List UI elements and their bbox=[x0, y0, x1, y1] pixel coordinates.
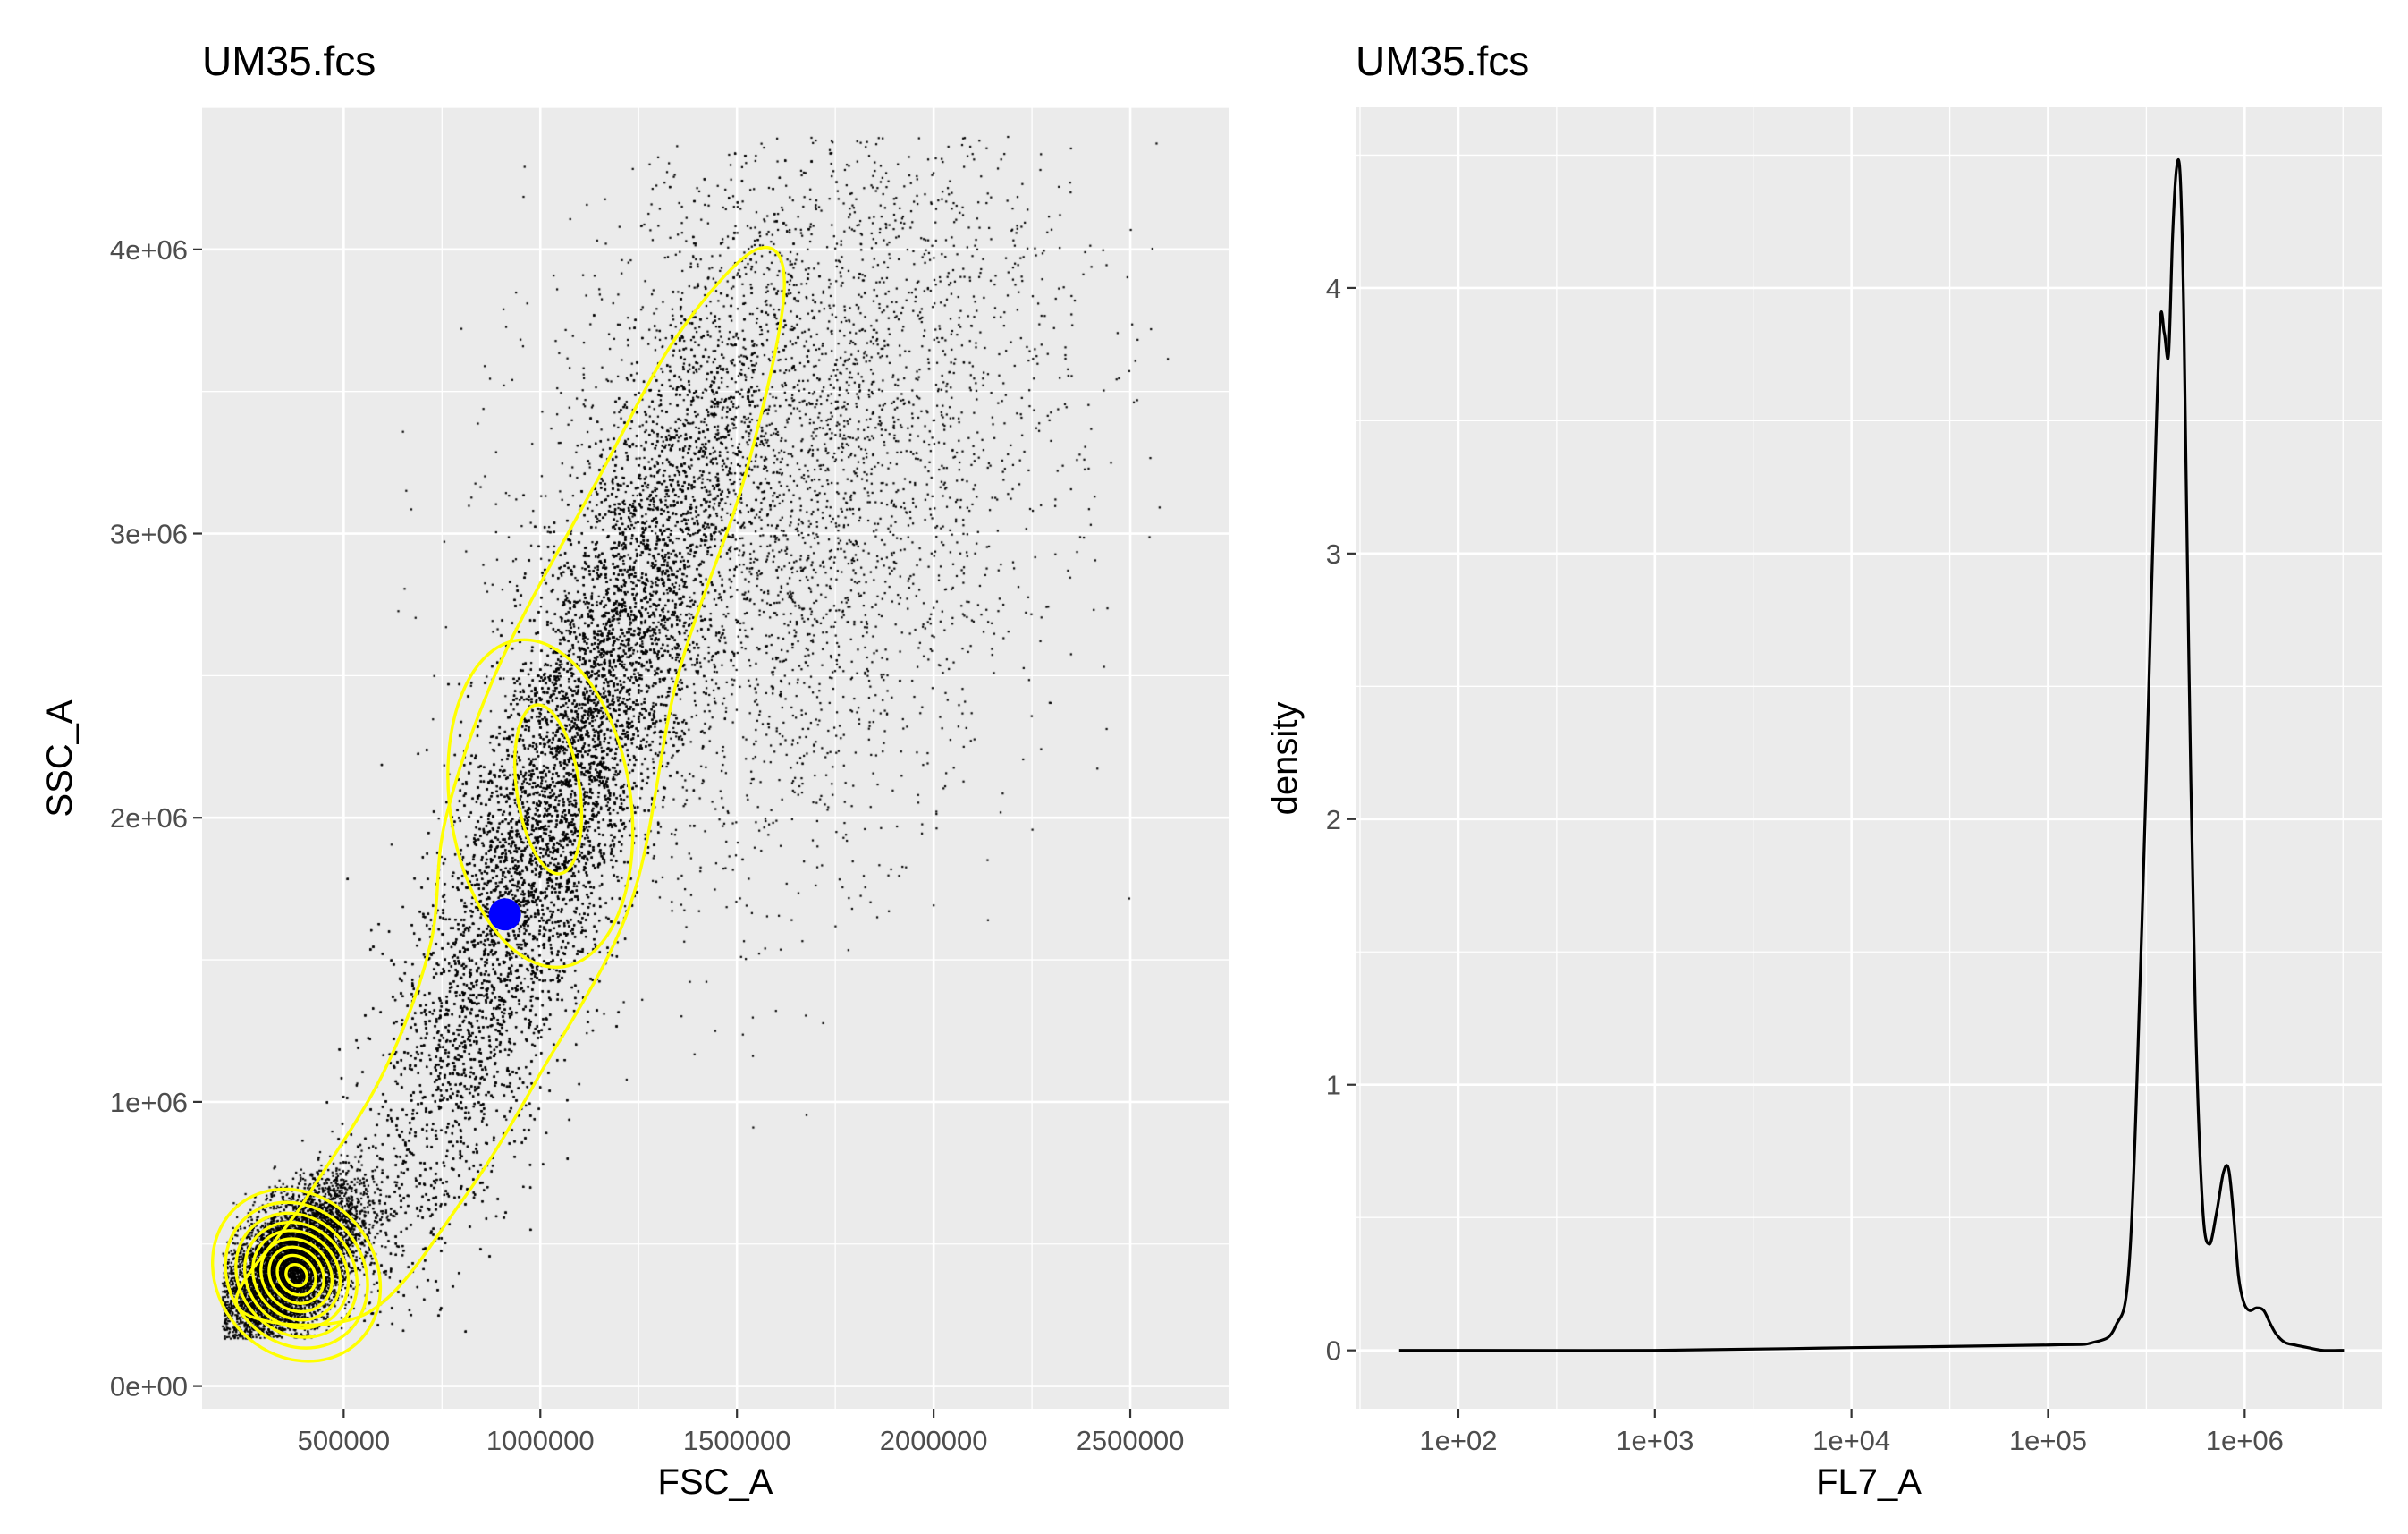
left-x-tick-label: 1000000 bbox=[486, 1425, 595, 1456]
right-y-axis-title: density bbox=[1265, 702, 1305, 816]
right-y-tick-label: 1 bbox=[1326, 1070, 1341, 1101]
contour-ring bbox=[251, 1229, 342, 1322]
density-curve bbox=[1398, 157, 2345, 1352]
left-x-ticks: 500000 1000000 1500000 2000000 2500000 bbox=[298, 1409, 1185, 1456]
right-x-tick-label: 1e+02 bbox=[1419, 1425, 1497, 1456]
left-x-tick-label: 2500000 bbox=[1077, 1425, 1185, 1456]
right-x-tick-label: 1e+04 bbox=[1812, 1425, 1890, 1456]
left-x-tick-label: 2000000 bbox=[880, 1425, 988, 1456]
left-x-tick-label: 1500000 bbox=[683, 1425, 791, 1456]
right-x-tick-label: 1e+03 bbox=[1616, 1425, 1694, 1456]
scatter-points-canvas bbox=[202, 107, 1229, 1409]
right-panel-title: UM35.fcs bbox=[1356, 38, 1529, 84]
right-x-axis-title: FL7_A bbox=[1816, 1462, 1922, 1502]
contour-ring bbox=[513, 703, 584, 876]
right-y-tick-label: 0 bbox=[1326, 1335, 1341, 1367]
left-scatter-layer bbox=[202, 107, 1229, 1409]
left-y-tick-label: 4e+06 bbox=[110, 234, 188, 266]
right-y-tick-label: 3 bbox=[1326, 538, 1341, 570]
contour-ring bbox=[446, 638, 635, 970]
right-y-ticks: 0 1 2 3 4 bbox=[1326, 273, 1356, 1367]
contour-ring bbox=[267, 1245, 325, 1305]
left-x-tick-label: 500000 bbox=[298, 1425, 390, 1456]
left-y-tick-label: 3e+06 bbox=[110, 519, 188, 550]
right-plot-background bbox=[1356, 107, 2382, 1409]
contour-ring bbox=[210, 1187, 383, 1363]
contour-ring bbox=[275, 1253, 317, 1297]
right-x-tick-label: 1e+06 bbox=[2206, 1425, 2284, 1456]
contour-ring bbox=[284, 1262, 308, 1288]
left-panel-title: UM35.fcs bbox=[202, 38, 376, 84]
left-y-ticks: 0e+00 1e+06 2e+06 3e+06 4e+06 bbox=[110, 234, 202, 1403]
highlight-point bbox=[488, 898, 521, 931]
contour-ring bbox=[242, 1220, 351, 1330]
left-y-tick-label: 1e+06 bbox=[110, 1087, 188, 1118]
right-x-tick-label: 1e+05 bbox=[2009, 1425, 2087, 1456]
right-gridlines bbox=[1356, 107, 2382, 1409]
contour-outer bbox=[234, 245, 786, 1327]
left-y-tick-label: 0e+00 bbox=[110, 1371, 188, 1403]
right-density-panel: UM35.fcs 1e+02 1e+03 1e+04 1e+05 1e+06 0 1 2 3 4… bbox=[1265, 38, 2382, 1502]
left-scatter-panel: UM35.fcs 500000 1000000 1500000 2000000 2500… bbox=[40, 38, 1229, 1502]
contour-ring bbox=[234, 1211, 359, 1339]
left-x-axis-title: FSC_A bbox=[658, 1462, 773, 1502]
left-y-axis-title: SSC_A bbox=[40, 699, 80, 817]
contour-ring bbox=[224, 1200, 369, 1350]
density-contours bbox=[210, 245, 786, 1363]
right-y-tick-label: 2 bbox=[1326, 804, 1341, 835]
right-y-tick-label: 4 bbox=[1326, 273, 1341, 304]
left-y-tick-label: 2e+06 bbox=[110, 802, 188, 834]
right-x-ticks: 1e+02 1e+03 1e+04 1e+05 1e+06 bbox=[1419, 1409, 2284, 1456]
